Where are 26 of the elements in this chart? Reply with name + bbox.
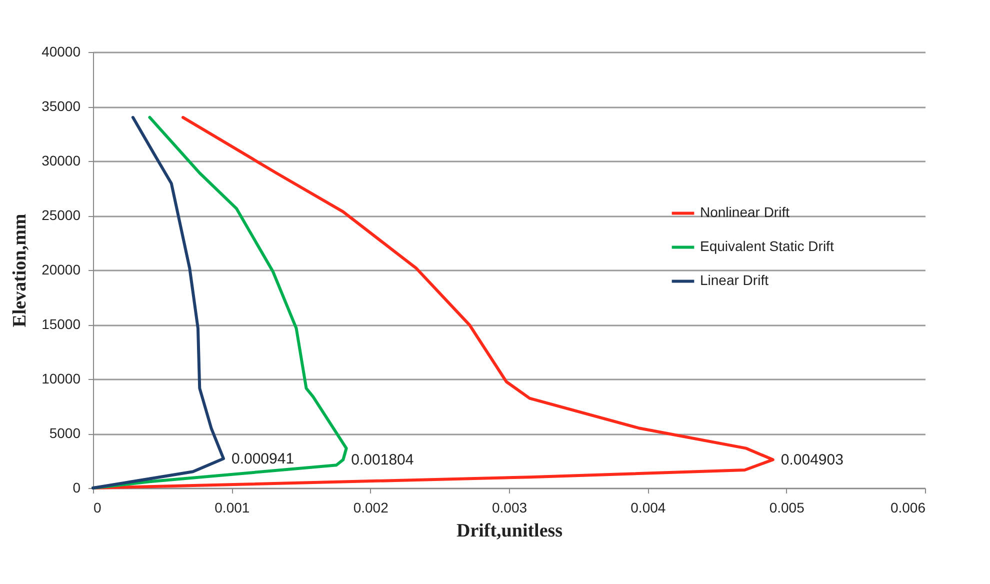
x-tick-label: 0.001 (214, 500, 250, 516)
y-axis-title: Elevation,mm (10, 214, 31, 328)
x-tick-label: 0.004 (630, 500, 666, 516)
x-axis-title: Drift,unitless (456, 520, 563, 542)
x-tick-label: 0.006 (890, 500, 926, 516)
x-tick-label: 0 (94, 500, 102, 516)
y-tick-label: 30000 (42, 152, 81, 168)
annotation: 0.000941 (231, 450, 294, 468)
annotation: 0.004903 (780, 452, 844, 469)
legend-label: Linear Drift (700, 272, 769, 288)
y-tick-label: 15000 (42, 316, 81, 332)
annotation: 0.001804 (351, 452, 414, 469)
y-tick-label: 0 (72, 480, 81, 496)
legend-label: Equivalent Static Drift (700, 238, 834, 254)
y-tick-label: 10000 (42, 370, 81, 386)
y-tick-label: 35000 (42, 98, 81, 114)
x-tick-label: 0.005 (769, 500, 805, 516)
x-tick-label: 0.002 (353, 500, 389, 516)
y-tick-label: 25000 (42, 207, 81, 223)
legend-label: Nonlinear Drift (700, 204, 790, 220)
y-tick-label: 5000 (49, 425, 81, 441)
x-tick-label: 0.003 (492, 500, 528, 516)
y-tick-label: 40000 (42, 44, 81, 60)
line-series (92, 116, 348, 490)
y-tick-label: 20000 (42, 262, 81, 278)
line-series (92, 116, 225, 490)
